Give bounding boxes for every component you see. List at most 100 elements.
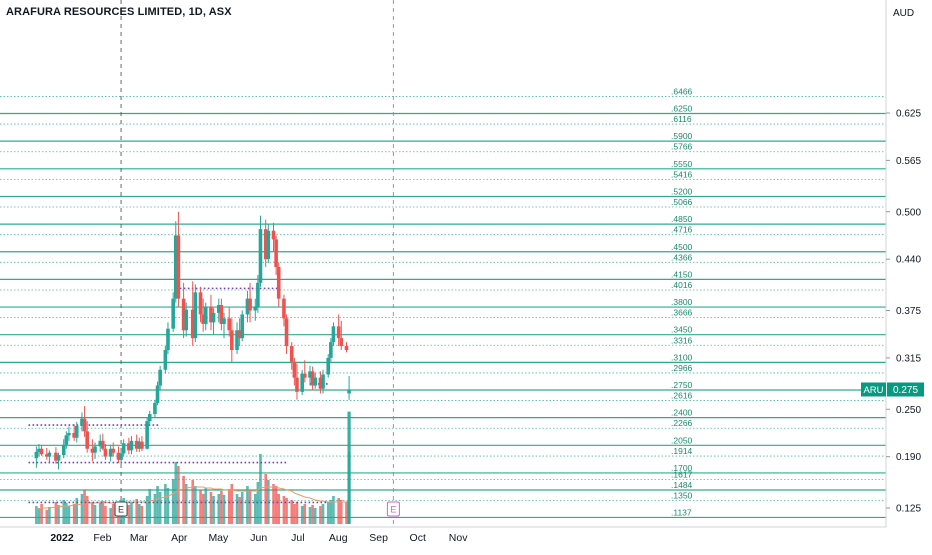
y-tick-label: 0.250 <box>896 405 921 416</box>
candle-body <box>111 448 116 453</box>
candle-body <box>271 230 276 240</box>
candle-body <box>61 444 66 456</box>
volume-bar <box>264 474 267 524</box>
volume-bar <box>166 488 170 524</box>
level-label: .3800 <box>671 297 693 307</box>
level-label: .1914 <box>671 446 693 456</box>
volume-bar <box>248 490 252 524</box>
candle-body <box>289 346 294 362</box>
y-tick-label: 0.190 <box>896 452 921 463</box>
volume-bar <box>85 496 89 524</box>
candle-body <box>230 330 234 350</box>
x-tick-label: Apr <box>171 532 188 544</box>
volume-bar <box>204 488 208 524</box>
price-tag-bg <box>887 382 924 397</box>
volume-bar <box>201 494 205 524</box>
x-tick-label: 2022 <box>50 532 74 544</box>
candle-body <box>240 314 245 339</box>
level-label: .4016 <box>671 280 693 290</box>
volume-bar <box>135 499 138 524</box>
level-label: .2050 <box>671 435 693 445</box>
candle-body <box>56 455 61 461</box>
volume-bar <box>101 501 105 524</box>
volume-bar <box>246 486 249 524</box>
y-tick-label: 0.565 <box>896 156 921 167</box>
volume-bar <box>329 500 333 524</box>
level-label: .3450 <box>671 325 693 335</box>
volume-bar <box>145 496 149 524</box>
volume-bar <box>293 504 296 524</box>
candle-body <box>176 235 181 299</box>
candles <box>34 211 351 524</box>
x-tick-label: Mar <box>130 532 149 544</box>
volume-bar <box>98 503 102 524</box>
level-label: .5900 <box>671 131 693 141</box>
candle-body <box>72 432 76 438</box>
symbol-tag-label: ARU <box>863 385 883 396</box>
candle-body <box>34 451 39 459</box>
volume-bar <box>130 502 133 524</box>
candle-body <box>336 326 341 339</box>
level-label: .2266 <box>671 418 693 428</box>
candle-body <box>209 306 213 323</box>
candle-body <box>166 328 170 350</box>
candle-body <box>308 371 312 378</box>
volume-bar <box>295 502 299 524</box>
volume-bar <box>91 502 94 524</box>
time-axis-bg <box>0 527 932 550</box>
volume-bar <box>313 508 317 524</box>
volume-bar <box>182 476 185 524</box>
x-tick-label: Jul <box>291 532 304 544</box>
level-label: .4850 <box>671 214 693 224</box>
currency-label: AUD <box>893 8 915 19</box>
volume-bar <box>184 484 188 524</box>
candle-body <box>129 440 134 451</box>
volume-bar <box>253 494 257 524</box>
level-label: .2400 <box>671 408 693 418</box>
level-label: .6250 <box>671 104 693 114</box>
volume-bar <box>272 484 275 524</box>
volume-bar <box>54 502 58 524</box>
volume-bar <box>199 490 202 524</box>
candle-body <box>67 432 71 436</box>
candle-body <box>313 377 318 386</box>
volume-bar <box>62 500 66 524</box>
volume-bar <box>48 507 51 524</box>
level-label: .5550 <box>671 159 693 169</box>
candle-body <box>216 304 221 313</box>
candle-body <box>292 361 297 378</box>
volume-bar <box>37 508 41 524</box>
candle-body <box>145 421 149 449</box>
level-label: .1137 <box>671 507 692 517</box>
x-tick-label: Jun <box>250 532 267 544</box>
vertical-markers <box>120 0 394 527</box>
y-tick-label: 0.625 <box>896 109 921 120</box>
volume-bar <box>148 489 152 524</box>
candle-body <box>158 369 162 386</box>
y-tick-label: 0.500 <box>896 207 921 218</box>
candle-body <box>258 229 263 283</box>
volume-bar <box>40 504 43 524</box>
volume-ma-line <box>36 486 350 510</box>
volume-bar <box>140 506 144 524</box>
x-tick-label: Nov <box>449 532 468 544</box>
candle-body <box>153 402 157 414</box>
volume-bar <box>266 480 270 524</box>
volume-bar <box>104 506 107 524</box>
volume-bar <box>339 500 343 524</box>
candle-body <box>276 267 281 299</box>
candle-body <box>121 443 126 454</box>
y-tick-label: 0.125 <box>896 504 921 515</box>
candle-body <box>181 298 186 331</box>
volume-bar <box>235 494 239 524</box>
candle-body <box>237 330 242 339</box>
volume-bar <box>212 496 215 524</box>
level-label: .6466 <box>671 86 693 96</box>
candle-body <box>318 377 323 389</box>
x-tick-label: May <box>208 532 229 544</box>
volume-bar <box>127 505 131 524</box>
volume-bar <box>337 498 340 524</box>
volume-bar <box>111 504 115 524</box>
candle-body <box>39 448 44 455</box>
volume-bar <box>319 506 322 524</box>
